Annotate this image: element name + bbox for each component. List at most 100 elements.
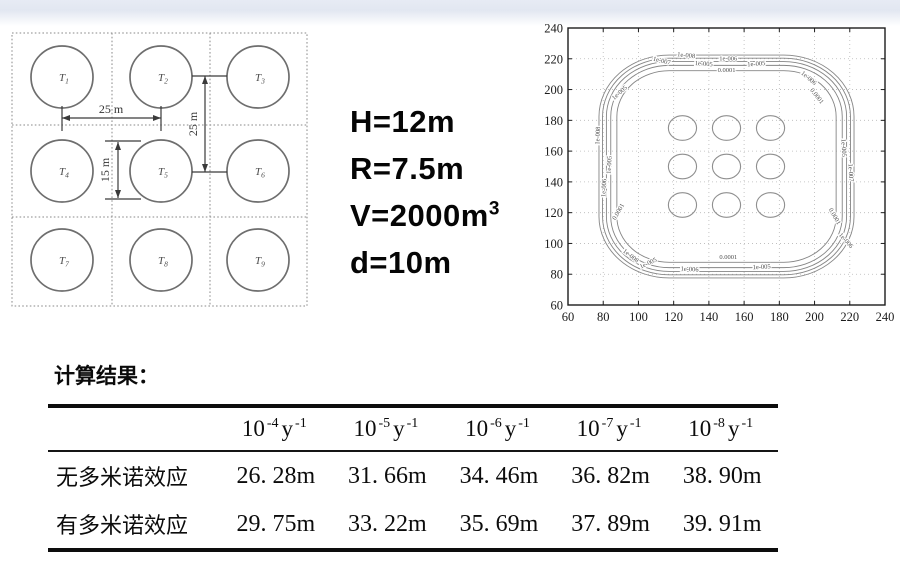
parameter-line: d=10m [350,245,452,280]
unit-exponent: -1 [518,416,530,432]
tank-label-subscript: 2 [164,77,168,86]
contour-level-label: 1e-006 [719,55,738,62]
tank-label: T7 [59,255,69,269]
x-tick-label: 100 [629,310,648,324]
tank-label-subscript: 9 [261,260,265,269]
contour-level-label: 0.0001 [611,202,626,221]
dimension-arrowhead [153,115,161,121]
x-tick-label: 220 [840,310,859,324]
tank-circle-small [667,115,698,141]
distance-value: 38. 90m [682,462,762,489]
dimension-arrowhead [115,190,121,198]
tank-circle-small [667,153,698,180]
dimension-arrowhead [115,142,121,150]
y-tick-label: 140 [544,175,563,189]
y-tick-label: 120 [544,206,563,220]
tank-circle-small [711,192,742,218]
tank-circle-small [755,153,786,180]
table-row: 有多米诺效应 29. 75m 33. 22m 35. 69m 37. 89m 39. 91… [48,500,778,548]
contour-level-label: 1e-006 [680,266,699,274]
x-tick-label: 80 [597,310,610,324]
contour-level-label: 0.0001 [827,207,842,226]
y-tick-label: 60 [551,299,564,313]
tank-circle-small [711,115,742,141]
frequency-column-header: 10 -4 y -1 [241,416,307,441]
contour-level-label: 1e-007 [846,163,854,182]
tank-circle-small [667,192,698,218]
tank-circle [226,139,290,203]
table-row: 无多米诺效应 26. 28m 31. 66m 34. 46m 36. 82m 38. 90… [48,452,778,500]
unit-exponent: -1 [295,416,307,432]
parameter-line: V=2000m3 [350,198,500,233]
frequency-column-header: 10 -7 y -1 [576,416,642,441]
tank-circle [226,45,290,109]
parameter-line: R=7.5m [350,151,465,186]
x-tick-label: 180 [770,310,789,324]
distance-value: 26. 28m [236,462,316,489]
contour-level-label: 0.0001 [808,87,825,105]
risk-contour-line [616,70,837,263]
tank-circle-small [711,153,742,180]
tank-label-subscript: 6 [261,171,265,180]
tank-circle [129,228,193,292]
x-tick-label: 60 [562,310,575,324]
tank-circle-small [755,192,786,218]
farm-boundary-dashed [11,32,308,307]
results-table: 10 -4 y -1 10 -5 y -1 10 -6 y -1 10 -7 y -1 10 -8 y -1 无多米诺效… [48,404,778,552]
tank-circle [30,228,94,292]
tank-label: T1 [59,72,69,86]
distance-value: 29. 75m [236,510,316,537]
dimension-arrowhead [202,164,208,172]
risk-contour-line [598,54,855,279]
contour-level-label: 1e-005 [694,60,713,68]
x-tick-label: 160 [735,310,754,324]
unit-exponent: -1 [629,416,642,432]
distance-value: 39. 91m [682,510,762,537]
contour-level-label: 0.0001 [718,67,736,74]
tank-label: T9 [255,255,265,269]
y-tick-label: 240 [544,22,563,36]
tank-layout-figure: T1 T2 T3 T4 T5 T6 T7 T8 T9 25 m 15 m 25 m [11,32,308,307]
tank-label: T5 [158,166,168,180]
dim-label-25m-horizontal: 25 m [99,102,124,116]
tank-label: T6 [255,166,265,180]
y-tick-label: 180 [544,114,563,128]
unit-exponent: -1 [741,416,754,432]
y-tick-label: 200 [544,83,563,97]
contour-level-label: 1e-007 [652,56,672,67]
x-tick-label: 240 [876,310,895,324]
parameters-block: H=12m R=7.5m V=2000m3 d=10m [350,98,500,286]
row-label: 有多米诺效应 [56,513,189,538]
unit-exponent: -1 [406,416,419,432]
distance-value: 37. 89m [571,510,650,537]
row-label: 无多米诺效应 [56,465,189,490]
superscript: 3 [488,198,500,220]
y-tick-label: 160 [544,145,563,159]
tank-label-subscript: 8 [164,260,168,269]
tank-label-subscript: 4 [65,171,69,180]
dimension-arrowhead [202,76,208,84]
exponent: -4 [266,416,279,432]
tank-circle [226,228,290,292]
contour-level-label: 0.0001 [719,254,737,261]
y-tick-label: 100 [544,237,563,251]
exponent: -5 [378,416,391,432]
contour-level-label: 1e-005 [752,263,770,271]
parameter-line: H=12m [350,104,456,139]
tank-label-subscript: 5 [164,171,168,180]
tank-circle-small [755,115,786,141]
risk-contour-line [602,57,851,276]
contour-level-label: 1e-006 [600,178,608,197]
risk-contour-line [610,64,843,269]
exponent: -8 [713,416,725,432]
y-tick-label: 80 [551,268,564,282]
contour-level-label: 1e-008 [677,51,696,60]
tank-label: T2 [158,72,168,86]
frequency-column-header: 10 -5 y -1 [353,416,419,441]
contour-level-label: 1e-005 [747,60,766,68]
contour-level-label: 1e-008 [621,248,640,265]
y-tick-label: 220 [544,52,563,66]
distance-value: 35. 69m [459,510,539,537]
axes-box [567,27,886,306]
